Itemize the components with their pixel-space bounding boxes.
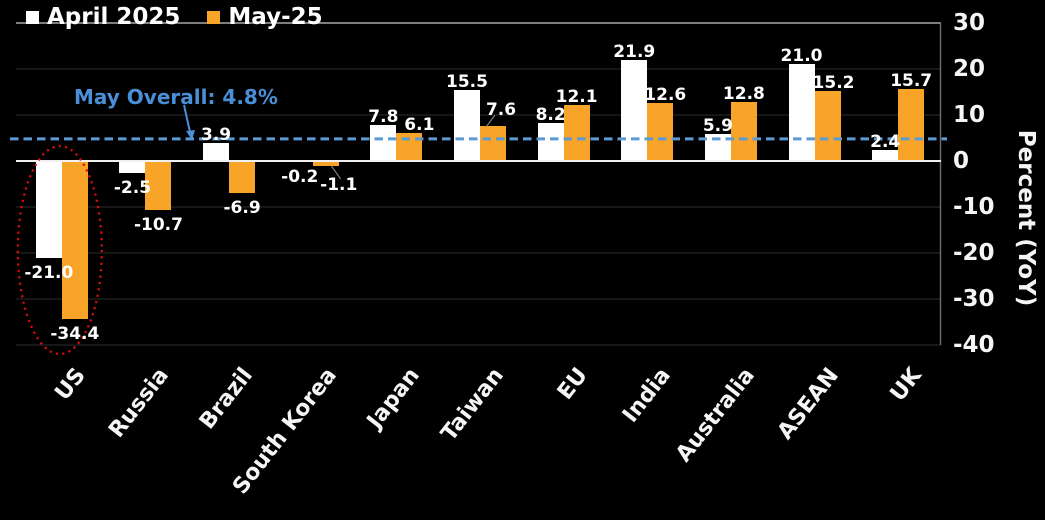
bar-asean-april-2025 <box>788 64 815 161</box>
bar-eu-april-2025 <box>537 123 564 161</box>
bar-taiwan-may-25 <box>480 126 506 161</box>
value-label-taiwan-april-2025: 15.5 <box>446 71 488 92</box>
legend-item-april: April 2025 <box>26 4 180 30</box>
bar-uk-april-2025 <box>872 149 899 161</box>
leader-line-south-korea <box>330 164 342 180</box>
bar-uk-may-25 <box>898 88 925 161</box>
legend-item-may: May-25 <box>207 4 323 30</box>
value-label-taiwan-may-25: 7.6 <box>485 100 517 121</box>
bar-russia-may-25 <box>145 161 172 211</box>
value-label-eu-april-2025: 8.2 <box>535 105 566 126</box>
value-label-us-may-25: -34.4 <box>50 324 100 345</box>
y-axis-tick--10: -10 <box>953 194 995 220</box>
highlight-ellipse <box>16 144 103 356</box>
value-label-india-may-25: 12.6 <box>644 85 687 106</box>
bar-eu-may-25 <box>563 105 590 161</box>
y-axis-tick-10: 10 <box>953 102 986 128</box>
y-axis-tick-0: 0 <box>953 148 970 174</box>
legend: April 2025 May-25 <box>26 4 323 30</box>
value-label-japan-april-2025: 7.8 <box>368 107 399 128</box>
bar-us-may-25 <box>61 161 88 320</box>
value-label-russia-may-25: -10.7 <box>133 215 183 236</box>
bar-brazil-may-25 <box>229 161 256 193</box>
value-label-asean-may-25: 15.2 <box>812 73 855 94</box>
value-label-eu-may-25: 12.1 <box>555 87 598 108</box>
bar-russia-april-2025 <box>119 161 146 173</box>
bar-india-april-2025 <box>621 60 648 161</box>
value-label-us-april-2025: -21.0 <box>24 262 74 283</box>
legend-label-may: May-25 <box>228 4 323 30</box>
bar-us-april-2025 <box>35 161 62 258</box>
value-label-brazil-may-25: -6.9 <box>223 197 261 218</box>
bar-asean-may-25 <box>814 91 841 161</box>
value-label-japan-may-25: 6.1 <box>404 114 435 135</box>
april-swatch-icon <box>26 10 39 24</box>
y-axis-tick--20: -20 <box>953 240 995 266</box>
value-label-brazil-april-2025: 3.9 <box>201 125 232 146</box>
bar-japan-april-2025 <box>370 125 397 161</box>
value-label-india-april-2025: 21.9 <box>613 42 656 63</box>
value-label-south-korea-may-25: -1.1 <box>320 175 358 196</box>
value-label-russia-april-2025: -2.5 <box>113 177 152 198</box>
bar-australia-may-25 <box>730 102 757 161</box>
annotation-arrow <box>183 104 191 133</box>
annotation-arrowhead-icon <box>186 130 195 140</box>
y-axis-title: Percent (YoY) <box>1013 129 1039 307</box>
y-axis-tick-30: 30 <box>953 10 986 36</box>
value-label-australia-may-25: 12.8 <box>722 84 765 105</box>
value-label-australia-april-2025: 5.9 <box>702 115 733 136</box>
bar-taiwan-april-2025 <box>454 89 480 161</box>
may-swatch-icon <box>207 10 221 24</box>
bar-brazil-april-2025 <box>203 143 230 161</box>
value-label-asean-april-2025: 21.0 <box>780 46 823 67</box>
legend-label-april: April 2025 <box>47 4 181 30</box>
y-axis-tick-20: 20 <box>953 56 986 82</box>
bar-india-may-25 <box>647 103 674 161</box>
y-axis-tick--40: -40 <box>953 332 995 358</box>
bar-south-korea-may-25 <box>312 161 339 167</box>
value-label-south-korea-april-2025: -0.2 <box>281 166 319 187</box>
y-axis-tick--30: -30 <box>953 286 995 312</box>
value-label-uk-april-2025: 2.4 <box>870 131 901 152</box>
value-label-uk-may-25: 15.7 <box>890 70 933 91</box>
leader-line-taiwan <box>485 114 496 128</box>
reference-line-annotation: May Overall: 4.8% <box>74 85 278 109</box>
